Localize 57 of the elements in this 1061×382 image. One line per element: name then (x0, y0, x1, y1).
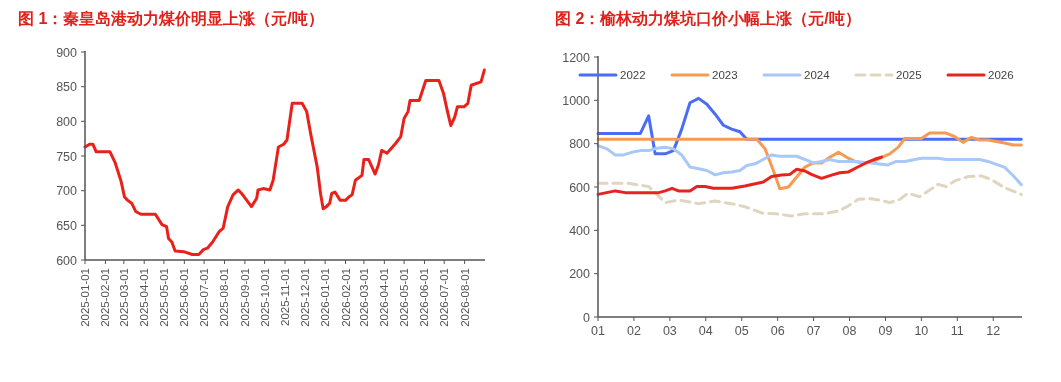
y-tick-label: 650 (56, 218, 78, 233)
x-tick-label: 2025-06-01 (178, 268, 191, 327)
x-tick-label: 2026-06-01 (418, 268, 431, 327)
y-tick-label: 700 (56, 184, 78, 199)
line-series (596, 174, 1023, 218)
x-tick-label: 2025-05-01 (157, 268, 170, 327)
y-tick-label: 1200 (562, 50, 591, 65)
x-tick-label: 02 (626, 324, 641, 338)
x-tick-label: 2026-02-01 (339, 268, 352, 327)
x-tick-label: 2026-01-01 (319, 268, 332, 327)
legend-label: 2025 (896, 69, 922, 81)
chart-title: 图 1：秦皇岛港动力煤价明显上涨（元/吨） (18, 10, 324, 28)
legend-label: 2026 (988, 69, 1014, 81)
x-tick-label: 2025-02-01 (99, 268, 112, 327)
x-tick-label: 2026-05-01 (398, 268, 411, 327)
x-tick-label: 04 (698, 324, 713, 338)
x-tick-label: 12 (986, 324, 1001, 338)
x-tick-label: 2025-08-01 (218, 268, 231, 327)
x-tick-label: 2025-11-01 (279, 268, 291, 326)
x-tick-label: 01 (591, 324, 605, 338)
x-tick-label: 2025-01-01 (79, 268, 91, 327)
y-tick-label: 750 (56, 149, 78, 164)
legend-label: 2023 (712, 69, 738, 81)
x-tick-label: 2025-09-01 (238, 268, 251, 327)
y-tick-label: 850 (56, 80, 78, 95)
x-tick-label: 2026-07-01 (438, 268, 451, 327)
chart-title: 图 2：榆林动力煤坑口价小幅上涨（元/吨） (555, 10, 861, 28)
y-tick-label: 400 (569, 223, 591, 238)
x-tick-label: 06 (770, 324, 785, 338)
line-series (83, 68, 486, 256)
legend-label: 2024 (804, 69, 831, 81)
line-series (596, 144, 1023, 187)
x-tick-label: 2026-03-01 (357, 268, 370, 327)
y-tick-label: 1000 (562, 93, 591, 108)
y-tick-label: 800 (56, 114, 78, 129)
x-tick-label: 11 (950, 324, 964, 338)
x-tick-label: 2026-08-01 (458, 268, 471, 327)
x-tick-label: 03 (662, 324, 677, 338)
y-tick-label: 800 (569, 137, 591, 152)
x-tick-label: 2026-04-01 (378, 268, 391, 327)
y-tick-label: 200 (569, 267, 591, 282)
x-tick-label: 05 (734, 324, 749, 338)
x-tick-label: 2025-04-01 (138, 268, 151, 327)
x-tick-label: 07 (806, 324, 821, 338)
y-tick-label: 900 (56, 45, 78, 60)
line-series (596, 155, 884, 196)
x-tick-label: 09 (878, 324, 893, 338)
y-tick-label: 600 (569, 180, 591, 195)
legend-label: 2022 (620, 69, 646, 81)
x-tick-label: 2025-10-01 (258, 268, 271, 327)
x-tick-label: 2025-03-01 (117, 268, 130, 327)
x-tick-label: 08 (842, 324, 857, 338)
y-tick-label: 600 (56, 253, 78, 268)
x-tick-label: 2025-07-01 (198, 268, 211, 327)
x-tick-label: 10 (914, 324, 929, 338)
y-tick-label: 0 (583, 310, 591, 325)
x-tick-label: 2025-12-01 (298, 268, 311, 327)
